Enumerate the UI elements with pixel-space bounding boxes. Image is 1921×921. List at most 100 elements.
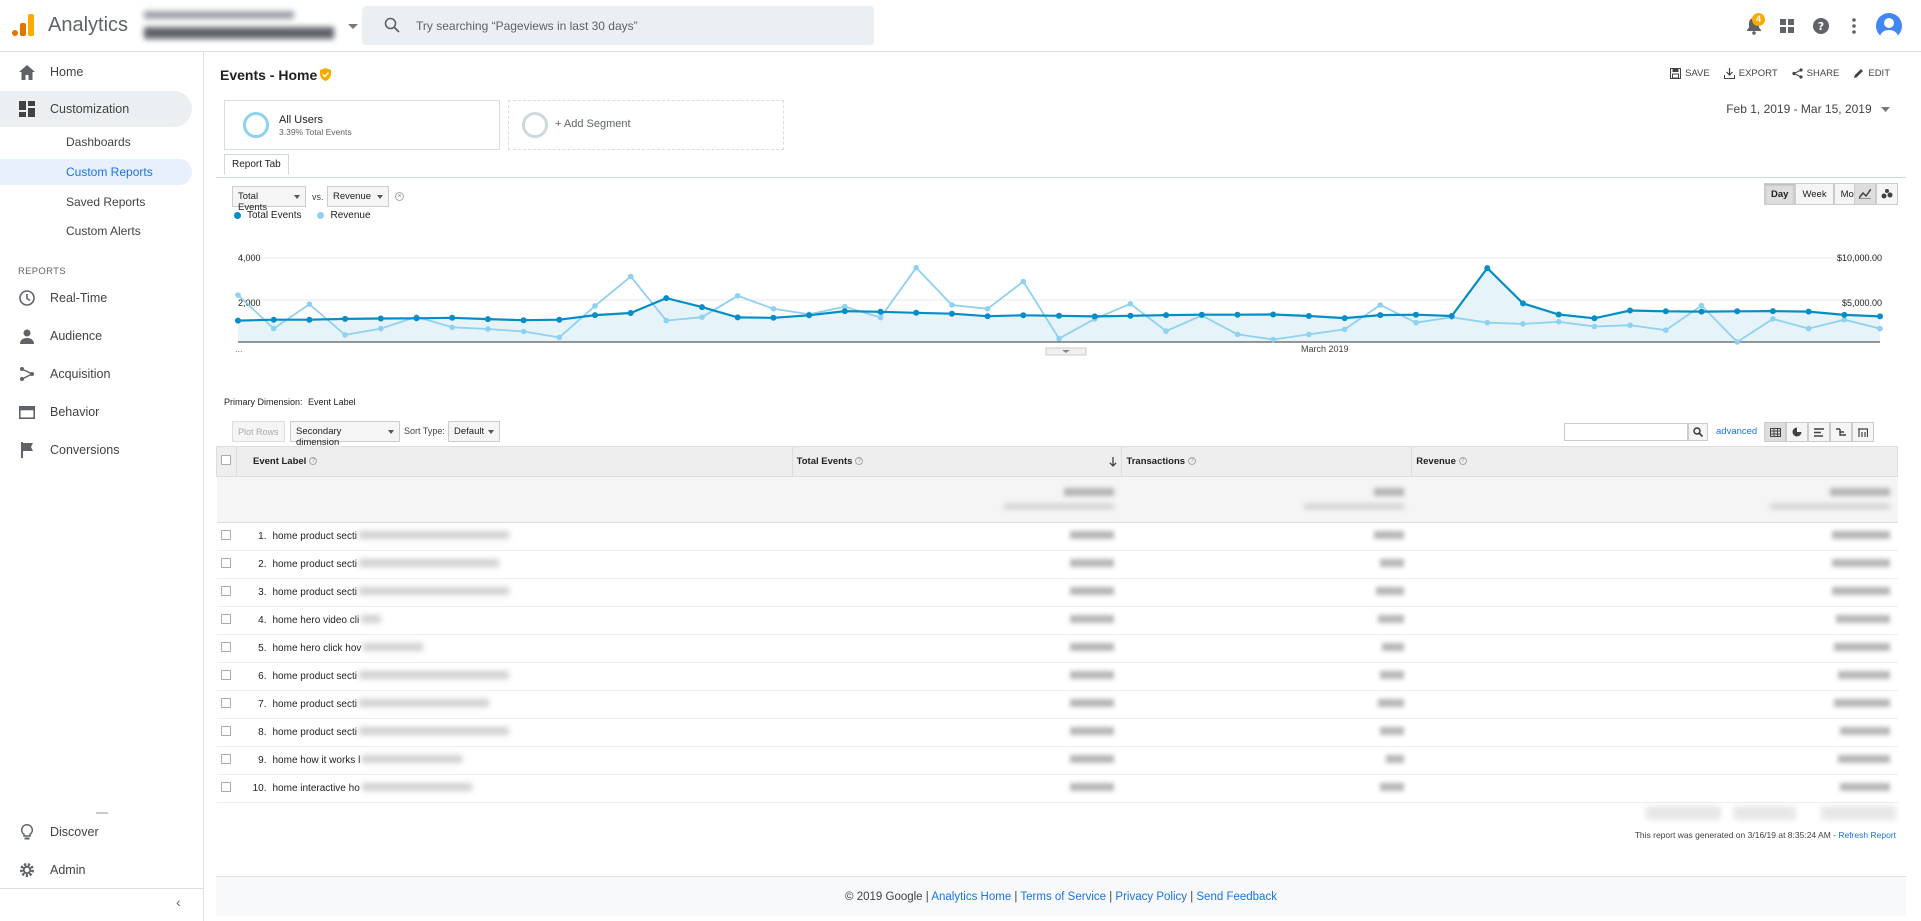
row-checkbox[interactable] — [220, 586, 231, 596]
revenue-point[interactable] — [949, 302, 955, 308]
primary-dimension-value[interactable]: Event Label — [308, 397, 356, 407]
help-icon[interactable]: ? — [1458, 457, 1467, 466]
revenue-point[interactable] — [1805, 325, 1812, 332]
sidebar-item-conversions[interactable]: Conversions — [0, 432, 119, 468]
collapse-sidebar-icon[interactable]: ‹ — [176, 894, 181, 910]
total-events-point[interactable] — [1520, 300, 1526, 307]
revenue-point[interactable] — [1020, 278, 1027, 285]
total-events-point[interactable] — [592, 312, 598, 319]
revenue-point[interactable] — [270, 325, 277, 332]
total-events-point[interactable] — [1591, 315, 1598, 322]
row-event-label[interactable]: home product secti — [272, 699, 357, 710]
sidebar-sub-custom-reports[interactable]: Custom Reports — [0, 159, 192, 185]
select-all-checkbox[interactable] — [221, 455, 231, 465]
sidebar-item-customization[interactable]: Customization — [0, 91, 192, 127]
comparison-view-icon[interactable] — [1830, 422, 1852, 442]
total-events-point[interactable] — [1698, 308, 1705, 315]
more-vert-icon[interactable] — [1842, 14, 1866, 38]
total-events-point[interactable] — [984, 313, 991, 320]
total-events-point[interactable] — [1377, 312, 1384, 319]
total-events-point[interactable] — [770, 314, 777, 321]
row-event-label[interactable]: home product secti — [272, 671, 357, 682]
total-events-point[interactable] — [1769, 308, 1776, 315]
total-events-point[interactable] — [877, 308, 884, 315]
revenue-point[interactable] — [1627, 322, 1633, 328]
search-input[interactable] — [416, 16, 856, 36]
table-search-input[interactable] — [1564, 423, 1688, 441]
secondary-dimension-select[interactable]: Secondary dimension — [290, 421, 400, 448]
pie-view-icon[interactable] — [1786, 422, 1808, 442]
tab-report[interactable]: Report Tab — [224, 154, 289, 175]
total-events-point[interactable] — [627, 310, 634, 316]
total-events-point[interactable] — [841, 308, 848, 315]
total-events-point[interactable] — [1555, 311, 1562, 318]
table-view-icon[interactable] — [1764, 422, 1786, 442]
row-event-label[interactable]: home how it works l — [272, 755, 361, 766]
motion-chart-icon[interactable] — [1876, 183, 1898, 205]
total-events-point[interactable] — [1163, 312, 1170, 319]
search-bar[interactable] — [362, 6, 874, 45]
revenue-point[interactable] — [520, 328, 527, 335]
total-events-point[interactable] — [235, 317, 241, 324]
pagination-blurred[interactable] — [1646, 806, 1896, 820]
row-event-label[interactable]: home product secti — [272, 559, 357, 570]
row-event-label[interactable]: home hero video cli — [272, 615, 360, 626]
revenue-point[interactable] — [342, 332, 348, 338]
revenue-point[interactable] — [984, 306, 991, 312]
remove-metric-icon[interactable]: × — [395, 192, 404, 201]
sidebar-item-behavior[interactable]: Behavior — [0, 394, 99, 430]
revenue-point[interactable] — [449, 324, 455, 331]
revenue-point[interactable] — [877, 314, 884, 321]
total-events-point[interactable] — [734, 314, 741, 321]
row-event-label[interactable]: home hero click hov — [272, 643, 362, 654]
total-events-point[interactable] — [449, 314, 456, 321]
total-events-point[interactable] — [270, 316, 277, 323]
sidebar-sub-dashboards[interactable]: Dashboards — [66, 135, 131, 149]
pivot-view-icon[interactable] — [1852, 422, 1874, 442]
total-events-point[interactable] — [948, 310, 955, 317]
revenue-point[interactable] — [485, 326, 491, 332]
sort-type-select[interactable]: Default — [448, 421, 500, 442]
row-checkbox[interactable] — [220, 754, 231, 764]
sidebar-sub-saved-reports[interactable]: Saved Reports — [66, 195, 146, 209]
metric-select-primary[interactable]: Total Events — [232, 186, 306, 213]
revenue-point[interactable] — [556, 334, 563, 341]
row-event-label[interactable]: home interactive ho — [272, 783, 360, 794]
revenue-point[interactable] — [913, 264, 919, 271]
revenue-point[interactable] — [1413, 319, 1419, 326]
row-event-label[interactable]: home product secti — [272, 531, 357, 542]
revenue-point[interactable] — [1270, 336, 1276, 343]
column-header-revenue[interactable]: Revenue? — [1411, 446, 1898, 477]
total-events-point[interactable] — [663, 295, 670, 302]
total-events-point[interactable] — [1877, 313, 1883, 320]
account-selector-blurred[interactable] — [144, 8, 344, 44]
user-avatar[interactable] — [1876, 13, 1902, 39]
total-events-point[interactable] — [1270, 311, 1277, 318]
total-events-point[interactable] — [1234, 311, 1241, 318]
row-checkbox[interactable] — [220, 726, 231, 736]
revenue-point[interactable] — [1841, 316, 1848, 323]
column-header-total-events[interactable]: Total Events? — [791, 446, 1123, 477]
revenue-point[interactable] — [235, 292, 241, 298]
add-segment-button[interactable]: + Add Segment — [508, 100, 784, 150]
revenue-point[interactable] — [734, 293, 741, 299]
edit-button[interactable]: EDIT — [1853, 68, 1890, 79]
metric-select-secondary[interactable]: Revenue — [327, 186, 389, 207]
export-button[interactable]: EXPORT — [1723, 68, 1778, 79]
revenue-point[interactable] — [1127, 301, 1134, 307]
share-button[interactable]: SHARE — [1792, 68, 1839, 79]
row-checkbox[interactable] — [220, 614, 231, 624]
revenue-point[interactable] — [1056, 335, 1062, 342]
sidebar-item-home[interactable]: Home — [0, 54, 83, 90]
total-events-point[interactable] — [1198, 311, 1205, 318]
total-events-point[interactable] — [484, 316, 491, 323]
plot-rows-button[interactable]: Plot Rows — [232, 421, 285, 442]
help-icon[interactable]: ? — [1809, 14, 1833, 38]
total-events-point[interactable] — [1413, 311, 1419, 318]
advanced-filter-link[interactable]: advanced — [1716, 426, 1758, 437]
revenue-point[interactable] — [378, 325, 384, 332]
total-events-point[interactable] — [520, 317, 527, 324]
revenue-point[interactable] — [1591, 323, 1598, 330]
total-events-point[interactable] — [1020, 312, 1027, 319]
line-chart-icon[interactable] — [1854, 183, 1876, 205]
